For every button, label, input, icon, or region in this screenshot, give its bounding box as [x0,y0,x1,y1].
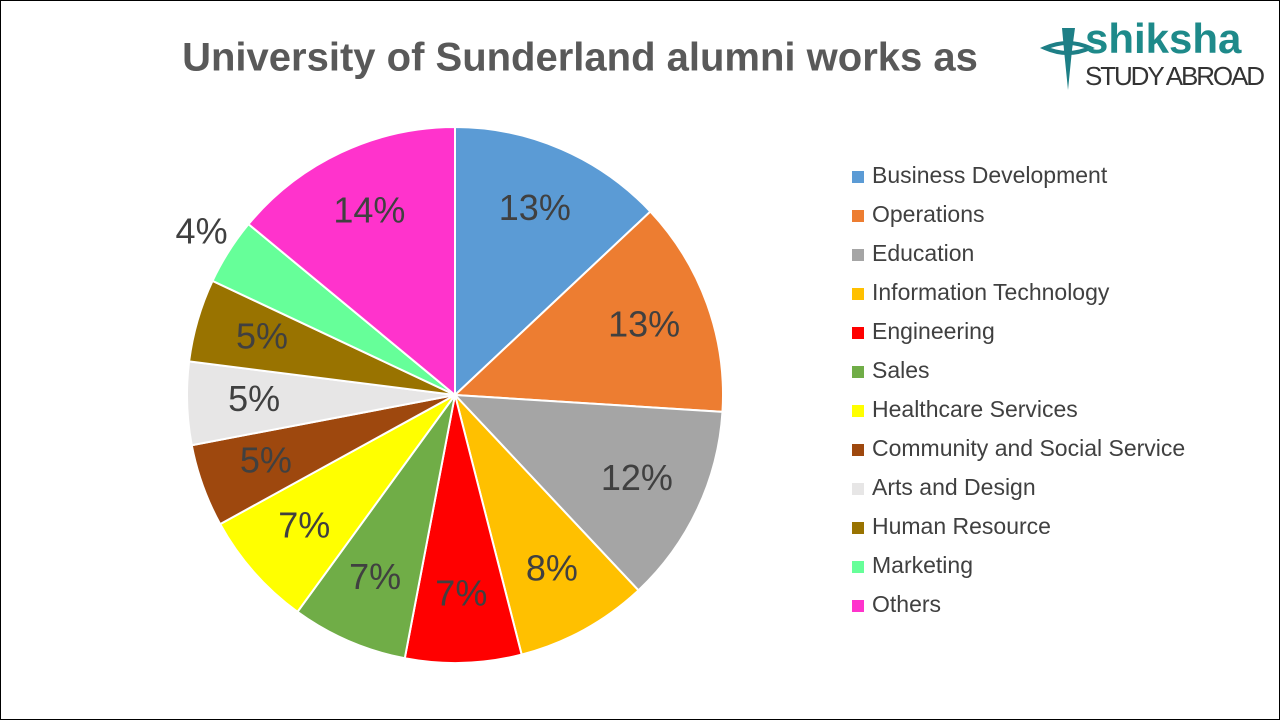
slice-label: 13% [499,187,571,228]
legend-swatch [852,249,864,261]
legend-text: Business Development [872,162,1108,188]
legend-swatch [852,210,864,222]
legend-swatch [852,405,864,417]
legend-text: Healthcare Services [872,396,1078,422]
slice-label: 7% [349,556,401,597]
legend-swatch [852,327,864,339]
logo-icon-ring [1039,41,1095,55]
pie-slice [454,125,652,398]
pie-slice [218,394,456,614]
slice-label: 5% [228,378,280,419]
logo-tagline: STUDY ABROAD [1085,61,1265,91]
legend-swatch [852,171,864,183]
slice-label: 12% [601,457,673,498]
legend-text: Marketing [872,552,973,578]
logo: shiksha STUDY ABROAD [1039,15,1265,91]
slice-label: 13% [608,303,680,344]
slice-label: 8% [526,548,578,589]
pie-slice [296,394,456,660]
legend-text: Human Resource [872,513,1051,539]
legend-text: Engineering [872,318,995,344]
legend-text: Community and Social Service [872,435,1185,461]
legend-swatch [852,561,864,573]
slice-label: 7% [435,572,487,613]
pie-slice [452,210,724,413]
legend-swatch [852,600,864,612]
pie-slice [247,125,456,398]
logo-name: shiksha [1085,15,1242,62]
legend-swatch [852,288,864,300]
slice-label: 4% [176,211,228,252]
pie-slice [454,394,640,656]
legend-text: Education [872,240,974,266]
legend-text: Others [872,591,941,617]
legend-text: Operations [872,201,985,227]
legend-swatch [852,444,864,456]
legend-text: Arts and Design [872,474,1036,500]
slice-label: 14% [333,190,405,231]
legend-swatch [852,366,864,378]
legend-swatch [852,483,864,495]
legend-swatch [852,522,864,534]
slice-label: 7% [278,504,330,545]
legend-text: Information Technology [872,279,1110,305]
pie-slice [452,393,724,592]
legend-text: Sales [872,357,930,383]
slice-label: 5% [240,440,292,481]
slice-label: 5% [236,315,288,356]
chart-title: University of Sunderland alumni works as [182,36,978,80]
pie-slice [403,394,523,664]
